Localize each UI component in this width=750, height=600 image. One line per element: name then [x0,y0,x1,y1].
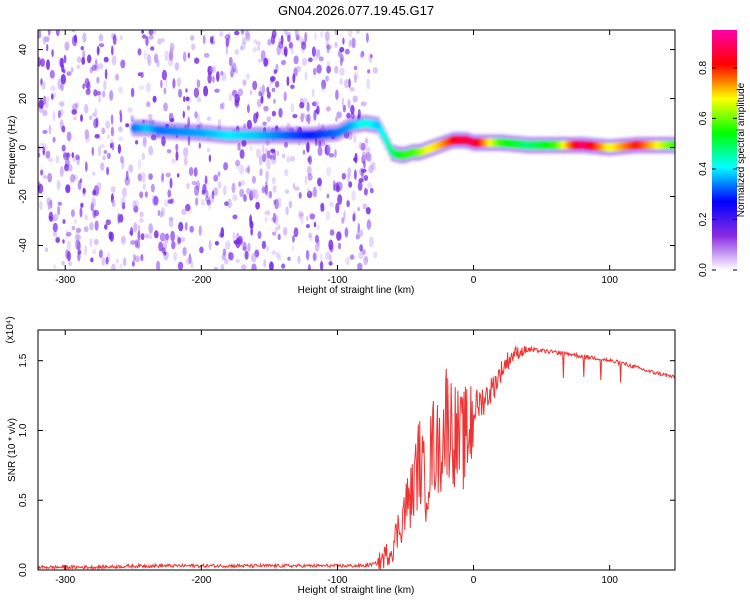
svg-text:-300: -300 [55,275,75,286]
svg-text:0.0: 0.0 [698,263,709,277]
svg-text:0.8: 0.8 [698,61,709,75]
svg-text:100: 100 [601,275,618,286]
colorbar-label: Normalized spectral amplitude [736,82,747,217]
svg-text:0.5: 0.5 [18,493,29,507]
svg-text:0.4: 0.4 [698,162,709,176]
spectrogram-frame [37,29,676,271]
snr-y-scale-label: (x10⁴) [5,316,16,343]
spectrogram-y-ticks: -40 -20 0 20 40 [18,44,675,253]
svg-text:100: 100 [601,575,618,586]
spectrogram-noise [38,30,378,270]
svg-text:1.0: 1.0 [18,423,29,437]
colorbar-bar [712,30,737,270]
svg-text:-300: -300 [55,575,75,586]
svg-text:-100: -100 [327,275,347,286]
svg-text:1.5: 1.5 [18,353,29,367]
svg-text:0.2: 0.2 [698,212,709,226]
snr-x-ticks: -300 -200 -100 0 100 [55,330,618,586]
svg-text:0: 0 [471,275,477,286]
spectrogram-y-axis-label: Frequency (Hz) [7,116,18,185]
svg-text:0: 0 [471,575,477,586]
spectrogram-x-axis-label: Height of straight line (km) [298,285,415,296]
svg-text:-100: -100 [327,575,347,586]
figure-title: GN04.2026.077.19.45.G17 [278,3,434,18]
svg-text:-20: -20 [18,189,29,204]
snr-series-line [38,345,675,570]
colorbar: 0.0 0.2 0.4 0.6 0.8 Normalized spectral ampl… [698,30,747,277]
snr-plot-area [38,330,675,570]
svg-text:40: 40 [18,44,29,56]
svg-text:0.0: 0.0 [18,563,29,577]
spectrogram-ridge [130,114,675,164]
svg-text:0: 0 [18,144,29,150]
snr-frame [37,329,676,571]
svg-text:0.6: 0.6 [698,111,709,125]
snr-panel: -300 -200 -100 0 100 0.0 0.5 1.0 1.5 Height of … [5,316,676,596]
svg-text:20: 20 [18,93,29,105]
snr-y-axis-label: SNR (10 * v/v) [7,418,18,482]
spectrogram-x-ticks: -300 -200 -100 0 100 [55,30,618,286]
svg-text:-40: -40 [18,238,29,253]
snr-x-axis-label: Height of straight line (km) [298,585,415,596]
svg-text:-200: -200 [191,275,211,286]
colorbar-ticks: 0.0 0.2 0.4 0.6 0.8 [698,61,737,277]
svg-text:-200: -200 [191,575,211,586]
